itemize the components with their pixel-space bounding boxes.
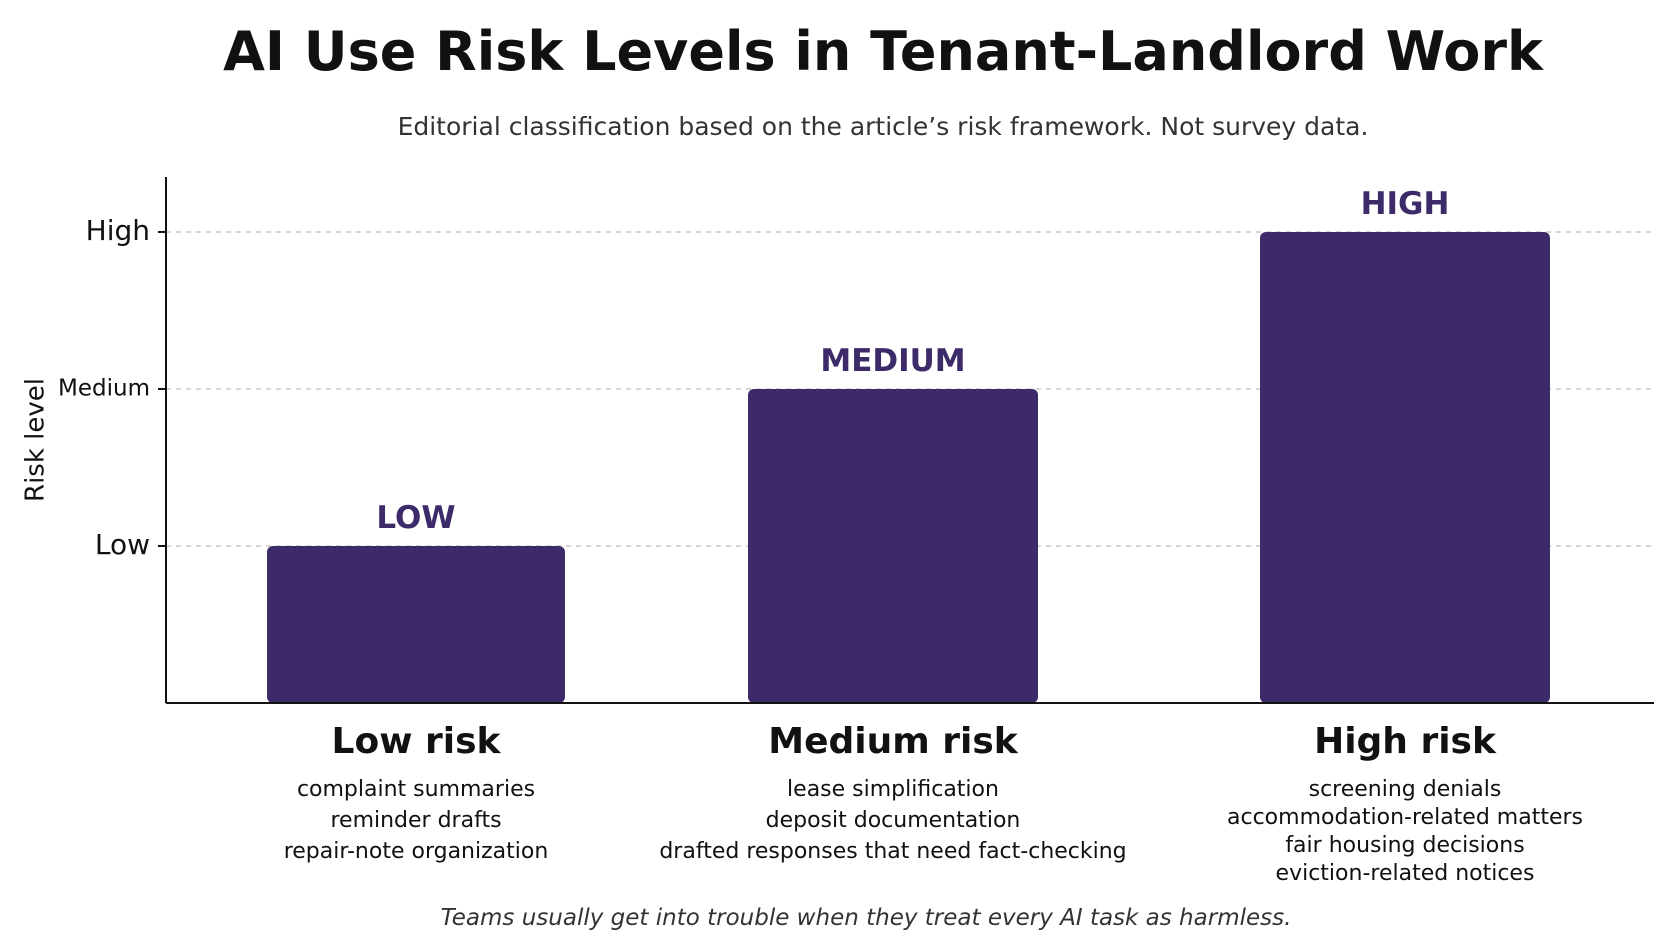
- bar-label-high: HIGH: [1361, 186, 1450, 222]
- bar-label-medium: MEDIUM: [820, 343, 965, 379]
- y-tick-labels: Low Medium High: [58, 214, 166, 561]
- category-labels: Low risk Medium risk High risk: [332, 721, 1497, 762]
- chart-footnote: Teams usually get into trouble when they…: [441, 905, 1292, 931]
- y-axis-label: Risk level: [21, 378, 51, 502]
- bars: LOW MEDIUM HIGH: [267, 186, 1550, 703]
- description-line-1-1: deposit documentation: [766, 808, 1021, 833]
- category-descriptions: complaint summaries reminder drafts repair…: [284, 777, 1583, 886]
- axes: [165, 177, 1654, 704]
- description-line-0-2: repair-note organization: [284, 839, 549, 864]
- description-line-2-2: fair housing decisions: [1285, 833, 1524, 858]
- chart-subtitle: Editorial classification based on the ar…: [398, 112, 1369, 141]
- y-tick-label-medium: Medium: [58, 375, 150, 401]
- bar-label-low: LOW: [376, 500, 455, 536]
- category-label-1: Medium risk: [768, 721, 1019, 762]
- chart-title: AI Use Risk Levels in Tenant-Landlord Wo…: [223, 20, 1544, 83]
- description-line-1-2: drafted responses that need fact-checkin…: [659, 839, 1126, 864]
- y-tick-label-low: Low: [95, 528, 150, 561]
- description-line-0-0: complaint summaries: [297, 777, 535, 802]
- description-line-2-1: accommodation-related matters: [1227, 805, 1583, 830]
- y-tick-label-high: High: [86, 214, 150, 247]
- description-line-2-0: screening denials: [1309, 777, 1502, 802]
- category-label-0: Low risk: [332, 721, 502, 762]
- description-line-1-0: lease simplification: [787, 777, 999, 802]
- category-label-2: High risk: [1314, 721, 1497, 762]
- description-line-0-1: reminder drafts: [330, 808, 501, 833]
- bar-low: [267, 545, 565, 703]
- bar-medium: [748, 388, 1038, 703]
- bar-high: [1260, 231, 1550, 703]
- description-line-2-3: eviction-related notices: [1276, 861, 1535, 886]
